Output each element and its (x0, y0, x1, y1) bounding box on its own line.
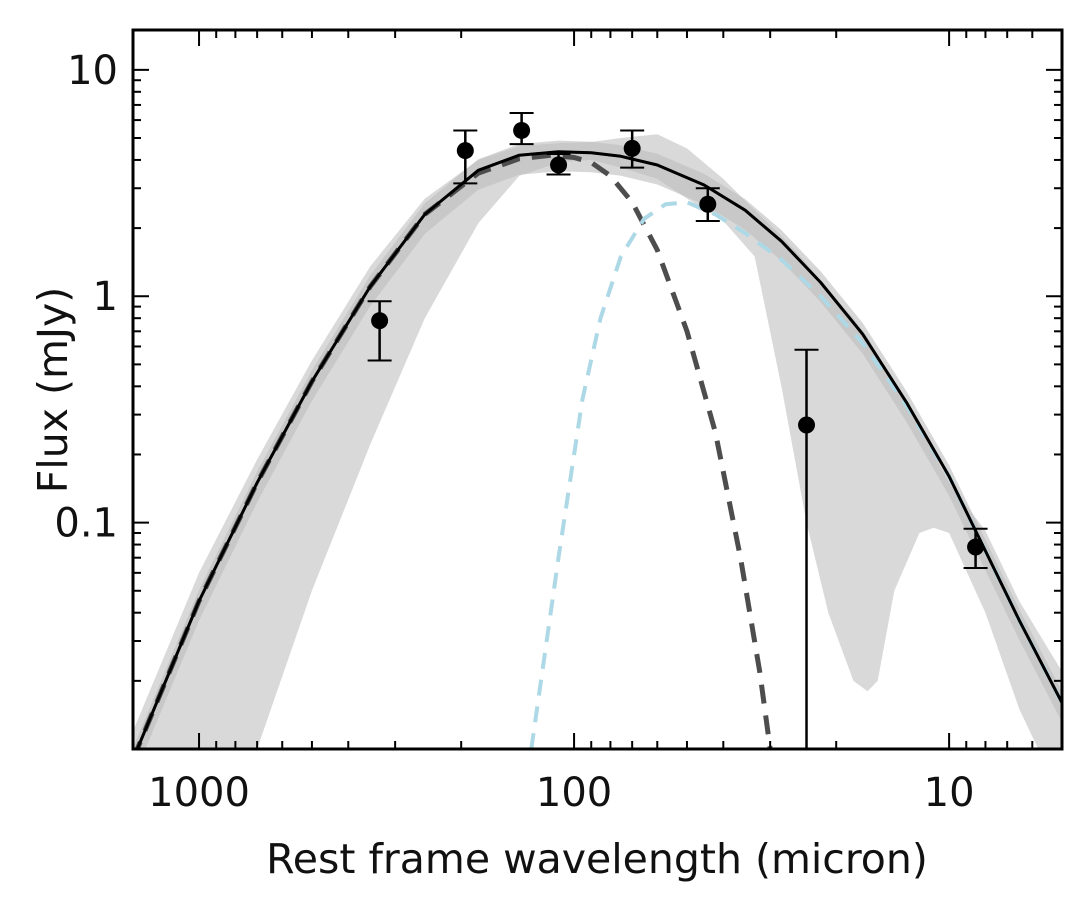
data-point (453, 129, 478, 185)
data-point (963, 527, 988, 570)
data-point (794, 348, 819, 749)
y-tick-label: 10 (67, 48, 118, 94)
data-point (546, 152, 571, 176)
x-axis-label: Rest frame wavelength (micron) (266, 835, 928, 883)
total-fit-dashed-overlay (135, 150, 1062, 749)
data-points (367, 111, 988, 749)
data-marker (623, 139, 641, 157)
data-marker (513, 121, 531, 139)
data-point (367, 300, 392, 362)
plot-frame (131, 28, 1064, 751)
data-marker (699, 195, 717, 213)
x-tick-label: 100 (536, 770, 612, 816)
data-marker (967, 538, 985, 556)
uncertainty-band-outer (133, 134, 1062, 749)
data-point (695, 187, 720, 222)
tick-labels: 1000 100 10 10 1 0.1 (54, 48, 974, 816)
y-tick-label: 0.1 (54, 501, 118, 547)
data-point (509, 111, 534, 146)
data-marker (456, 142, 474, 160)
data-marker (798, 416, 816, 434)
y-tick-label: 1 (93, 274, 118, 320)
model-curves (134, 150, 1062, 749)
uncertainty-band (133, 134, 1062, 749)
data-marker (371, 312, 389, 330)
data-marker (550, 156, 568, 174)
x-tick-label: 10 (924, 770, 975, 816)
y-axis-label: Flux (mJy) (29, 287, 77, 494)
x-tick-label: 1000 (148, 770, 250, 816)
data-point (620, 129, 645, 169)
